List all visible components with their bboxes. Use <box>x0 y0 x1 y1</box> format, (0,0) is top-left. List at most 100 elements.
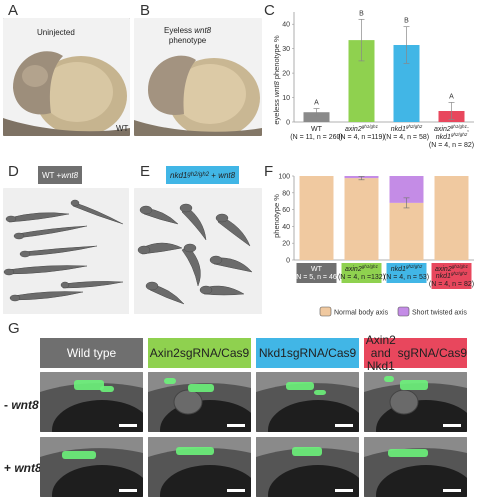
wnt8-text: wnt8 <box>194 26 212 35</box>
chart-c-ytick-label: 40 <box>282 22 290 29</box>
chart-f-group-label: axin2gh1/gh1 <box>345 264 378 273</box>
larvae-photo-d <box>3 188 129 314</box>
panel-label-d: D <box>8 163 19 180</box>
column-header-line1: Axin2 <box>149 345 180 360</box>
chart-f-bar-normal <box>299 176 334 260</box>
column-header-2: Nkd1 sgRNA/Cas9 <box>256 338 359 368</box>
chart-c-group-label: axin2gh1/gh1 <box>345 124 378 133</box>
scale-bar <box>119 424 137 427</box>
chart-c-sig-letter: B <box>404 18 409 25</box>
chart-c-group-label: WT <box>311 126 323 133</box>
legend-normal-swatch <box>319 306 332 317</box>
chart-f-ytick-label: 80 <box>282 190 290 197</box>
panel-label-b: B <box>140 2 151 19</box>
chart-f-group-label: axin2gh1/gh1 <box>435 264 468 273</box>
scale-bar <box>443 424 461 427</box>
chart-c-ylabel: eyeless wnt8 phenotype % <box>272 35 281 125</box>
chart-c-bar <box>303 112 330 122</box>
chart-f-sample-size: (N = 4, n =132) <box>338 274 385 281</box>
chart-f-group-box <box>386 263 427 283</box>
fluorescence-photo-row0-col0 <box>40 372 143 432</box>
fluorescence-photo-row1-col2 <box>256 437 359 497</box>
embryo-photo-b: Eyeless wnt8 phenotype <box>134 18 262 136</box>
fluorescence-photo-row0-col1 <box>148 372 251 432</box>
chart-c-group-label: axin2gh1/gh1; <box>434 124 469 133</box>
chart-f-bar-normal <box>434 176 469 260</box>
panel-label-c: C <box>264 2 275 19</box>
scale-bar <box>119 489 137 492</box>
chart-c-sample-size: (N = 4, n =119) <box>338 134 385 141</box>
panel-label-a: A <box>8 2 19 19</box>
chart-f-group-label: nkd1gh2/gh2 <box>391 264 423 273</box>
scale-bar <box>227 424 245 427</box>
row-label-plus-wnt8: + wnt8 <box>4 461 42 475</box>
column-header-0: Wild type <box>40 338 143 368</box>
larvae-illustration-e <box>134 188 262 314</box>
chart-c-sig-letter: A <box>449 93 454 100</box>
caption-wt-wnt8: WT + wnt8 <box>38 166 83 184</box>
scale-bar <box>227 489 245 492</box>
chart-f-ytick-label: 40 <box>282 224 290 231</box>
caption-e-allele: gh2/gh2 <box>187 172 210 178</box>
column-header-line2: sgRNA/Cas9 <box>286 345 357 360</box>
chart-c-ytick-label: 0 <box>286 120 290 127</box>
caption-e-gene: nkd1 <box>170 170 188 180</box>
column-header-line2: sgRNA/Cas9 <box>179 345 250 360</box>
caption-d-text: WT + <box>42 170 62 180</box>
chart-f-sample-size: (N = 4, n = 53) <box>384 274 429 281</box>
scale-bar <box>443 489 461 492</box>
column-header-line1: Nkd1 <box>258 345 287 360</box>
chart-f-group-label-line2: nkd1gh2/gh2 <box>436 271 468 280</box>
chart-f-ytick-label: 20 <box>282 241 290 248</box>
embryo-illustration-b <box>134 18 262 136</box>
caption-nkd1-wnt8: nkd1 gh2/gh2 + wnt8 <box>166 166 240 184</box>
chart-f-ylabel: phenotype % <box>272 194 281 238</box>
fluorescence-photo-row1-col0 <box>40 437 143 497</box>
legend-normal-label: Normal body axis <box>334 310 389 317</box>
panel-label-f: F <box>264 163 274 180</box>
legend-twisted-label: Short twisted axis <box>412 310 467 317</box>
embryo-photo-a: Uninjected <box>3 18 130 136</box>
chart-c-ytick-label: 20 <box>282 71 290 78</box>
fluorescence-photo-row1-col1 <box>148 437 251 497</box>
legend-twisted-swatch <box>397 306 410 317</box>
caption-e-plus: + <box>209 170 219 180</box>
chart-body-axis-phenotype: phenotype % 0 20 40 60 80 100 WT(N = 5, n = 4… <box>272 174 474 317</box>
larvae-illustration-d <box>3 188 129 314</box>
caption-d-gene: wnt8 <box>61 170 79 180</box>
larvae-photo-e <box>134 188 262 314</box>
row-label-minus-wnt8: - wnt8 <box>4 398 39 412</box>
row-label-plus-gene: wnt8 <box>14 461 42 475</box>
panel-label-g: G <box>8 320 20 337</box>
chart-f-ytick-label: 100 <box>278 174 290 181</box>
chart-f-bar-normal <box>389 202 424 260</box>
chart-f-ytick-label: 0 <box>286 258 290 265</box>
chart-f-group-box <box>296 263 337 283</box>
caption-e-wnt8: wnt8 <box>218 170 236 180</box>
wt-tag-b: WT <box>116 124 129 133</box>
row-label-minus-gene: wnt8 <box>11 398 39 412</box>
chart-f-group-box <box>431 263 472 289</box>
scale-bar <box>335 489 353 492</box>
chart-c-sample-size: (N = 11, n = 260) <box>290 134 342 141</box>
column-header-line1: Wild type <box>66 345 117 360</box>
eyeless-text: Eyeless <box>164 26 195 35</box>
chart-f-sample-size: (N = 5, n = 46) <box>294 274 339 281</box>
column-header-line2: sgRNA/Cas9 <box>397 345 467 360</box>
scale-bar <box>335 424 353 427</box>
panel-label-e: E <box>140 163 151 180</box>
chart-c-sample-size: (N = 4, n = 58) <box>384 134 429 141</box>
eyeless-phenotype-label: Eyeless wnt8 phenotype <box>164 26 211 46</box>
phenotype-text: phenotype <box>168 36 207 45</box>
row-label-plus-prefix: + <box>4 461 15 475</box>
column-header-1: Axin2 sgRNA/Cas9 <box>148 338 251 368</box>
chart-c-group-label-line2: nkd1gh2/gh2 <box>436 132 468 141</box>
chart-c-ytick-label: 30 <box>282 46 290 53</box>
column-header-line1: Axin2 and Nkd1 <box>365 332 396 373</box>
chart-f-ytick-label: 60 <box>282 207 290 214</box>
chart-f-sample-size: (N = 4, n = 82) <box>429 281 474 288</box>
fluorescence-photo-row0-col3 <box>364 372 467 432</box>
fluorescence-photo-row0-col2 <box>256 372 359 432</box>
chart-c-sig-letter: B <box>359 10 364 17</box>
chart-c-group-label: nkd1gh2/gh2 <box>391 124 423 133</box>
